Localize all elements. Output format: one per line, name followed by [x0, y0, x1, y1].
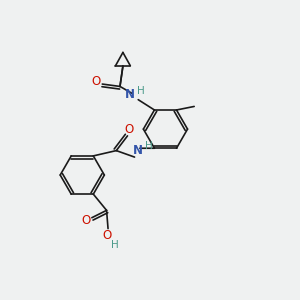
- Text: O: O: [91, 75, 100, 88]
- Text: H: H: [111, 240, 119, 250]
- Text: O: O: [81, 214, 91, 226]
- Text: O: O: [124, 123, 134, 136]
- Text: H: H: [146, 141, 153, 151]
- Text: O: O: [103, 230, 112, 242]
- Text: N: N: [124, 88, 134, 101]
- Text: H: H: [137, 86, 145, 96]
- Text: N: N: [133, 144, 142, 157]
